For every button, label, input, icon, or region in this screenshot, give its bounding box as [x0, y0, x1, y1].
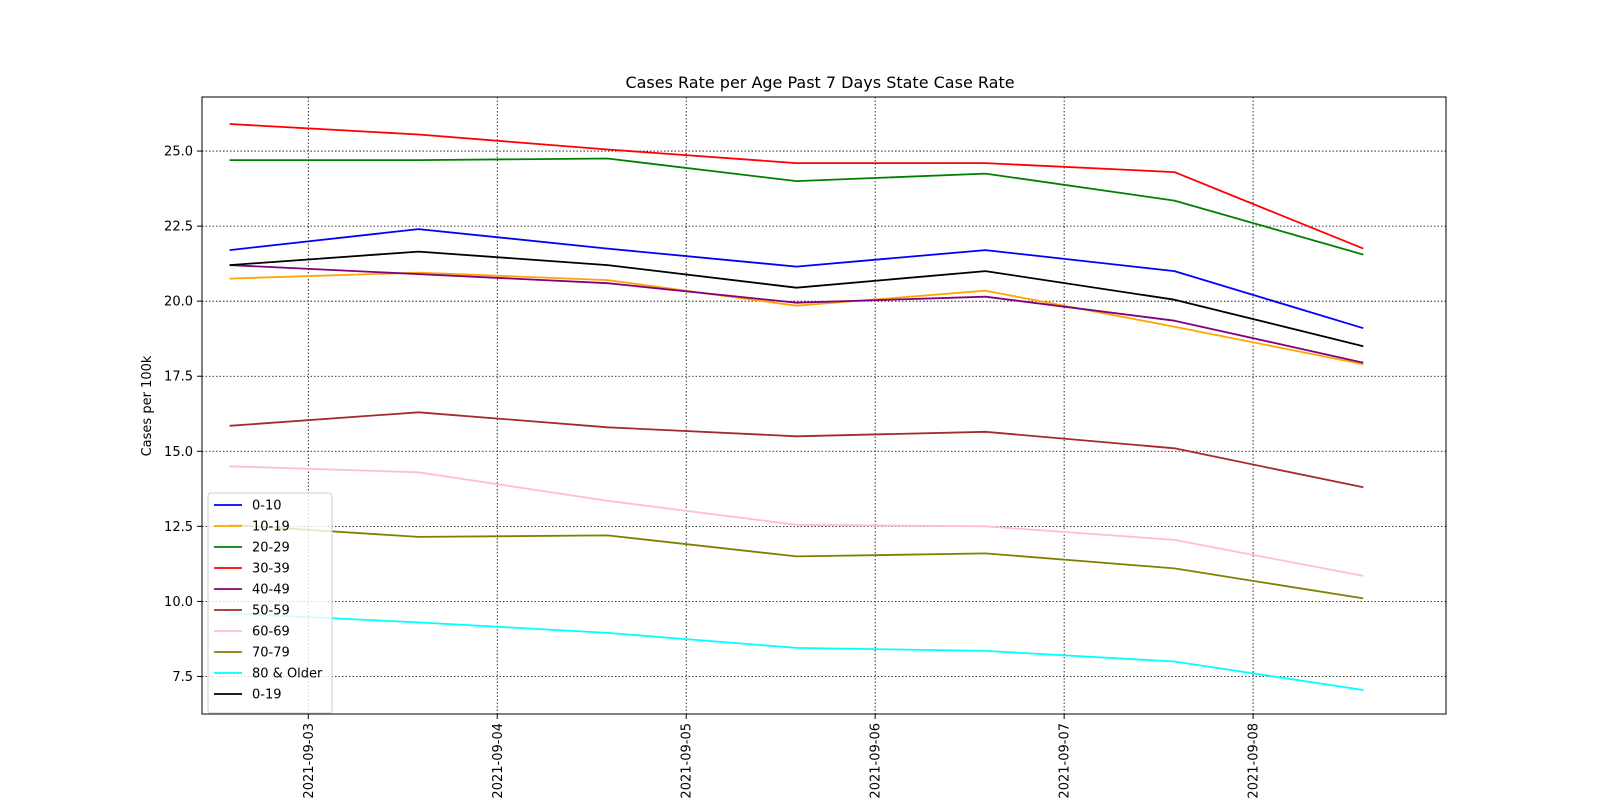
series-line-8 [229, 612, 1364, 691]
series-layer [229, 123, 1364, 691]
series-line-6 [229, 465, 1364, 577]
y-tick-label: 20.0 [164, 295, 193, 310]
legend-label: 50-59 [252, 604, 290, 619]
series-line-0 [229, 228, 1364, 330]
series-line-5 [229, 411, 1364, 489]
legend: 0-10 10-19 20-29 30-39 40-49 50-59 60-69 70-79 8… [207, 492, 333, 714]
y-tick-label: 10.0 [164, 595, 193, 610]
series-line-9 [229, 250, 1364, 348]
x-tick-label: 2021-09-04 [491, 723, 506, 799]
y-tick-label: 7.5 [172, 670, 193, 685]
legend-label: 30-39 [252, 562, 290, 577]
legend-label: 60-69 [252, 625, 290, 640]
x-tick-label: 2021-09-06 [869, 723, 884, 799]
series-line-4 [229, 264, 1364, 364]
x-tick-layer: 2021-09-03 2021-09-04 2021-09-05 2021-09-06… [302, 714, 1262, 799]
x-tick-label: 2021-09-05 [680, 723, 695, 799]
y-tick-label: 15.0 [164, 445, 193, 460]
series-line-2 [229, 157, 1364, 256]
legend-label: 80 & Older [252, 667, 323, 682]
legend-label: 20-29 [252, 541, 290, 556]
plot-frame [201, 96, 1447, 715]
legend-label: 10-19 [252, 520, 290, 535]
series-line-7 [229, 523, 1364, 600]
grid-layer [202, 97, 1446, 714]
y-axis-label: Cases per 100k [140, 355, 155, 456]
y-tick-label: 17.5 [164, 370, 193, 385]
chart-title: Cases Rate per Age Past 7 Days State Cas… [625, 73, 1014, 92]
legend-label: 0-10 [252, 499, 282, 514]
y-tick-label: 12.5 [164, 520, 193, 535]
y-tick-layer: 7.5 10.0 12.5 15.0 17.5 20.0 22.5 25.0 [164, 145, 202, 685]
series-line-1 [229, 271, 1364, 366]
legend-label: 0-19 [252, 688, 282, 703]
legend-label: 70-79 [252, 646, 290, 661]
legend-label: 40-49 [252, 583, 290, 598]
x-tick-label: 2021-09-07 [1058, 723, 1073, 799]
y-tick-label: 25.0 [164, 145, 193, 160]
x-tick-label: 2021-09-08 [1247, 723, 1262, 799]
y-tick-label: 22.5 [164, 220, 193, 235]
series-line-3 [229, 123, 1364, 250]
x-tick-label: 2021-09-03 [302, 723, 317, 799]
legend-box [207, 492, 333, 714]
